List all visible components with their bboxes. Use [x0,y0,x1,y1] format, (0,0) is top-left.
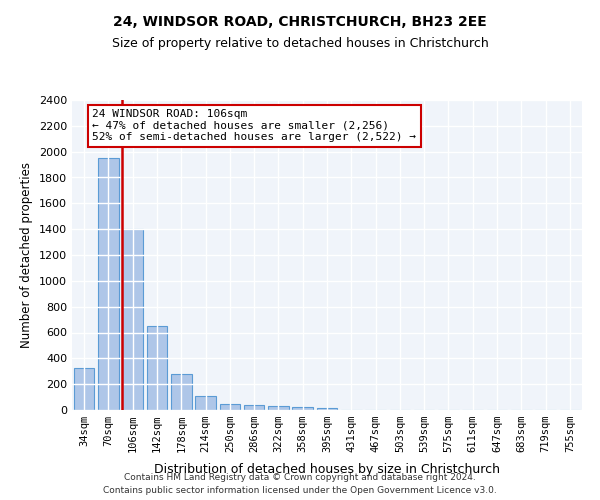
Bar [146,326,167,410]
Bar [244,405,265,410]
Bar [122,229,143,410]
Text: 24 WINDSOR ROAD: 106sqm
← 47% of detached houses are smaller (2,256)
52% of semi: 24 WINDSOR ROAD: 106sqm ← 47% of detache… [92,110,416,142]
Text: Contains HM Land Registry data © Crown copyright and database right 2024.: Contains HM Land Registry data © Crown c… [124,474,476,482]
Bar [171,374,191,410]
X-axis label: Distribution of detached houses by size in Christchurch: Distribution of detached houses by size … [154,464,500,476]
Bar [292,407,313,410]
Bar [98,158,119,410]
Text: Contains public sector information licensed under the Open Government Licence v3: Contains public sector information licen… [103,486,497,495]
Bar [74,368,94,410]
Bar [195,396,216,410]
Bar [268,406,289,410]
Text: Size of property relative to detached houses in Christchurch: Size of property relative to detached ho… [112,38,488,51]
Bar [220,404,240,410]
Text: 24, WINDSOR ROAD, CHRISTCHURCH, BH23 2EE: 24, WINDSOR ROAD, CHRISTCHURCH, BH23 2EE [113,15,487,29]
Y-axis label: Number of detached properties: Number of detached properties [20,162,34,348]
Bar [317,408,337,410]
